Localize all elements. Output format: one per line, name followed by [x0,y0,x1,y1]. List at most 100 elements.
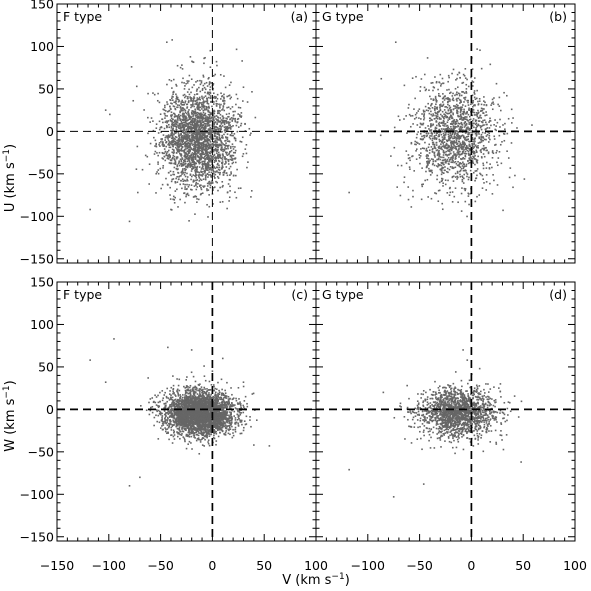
data-point [224,131,227,134]
data-point [482,144,485,147]
data-point [208,205,211,208]
data-point [179,114,182,117]
data-point [204,178,207,180]
data-point [492,152,495,155]
data-point [439,73,442,76]
data-point [152,129,155,132]
data-point [214,135,217,138]
data-point [496,149,498,152]
data-point [202,186,205,188]
data-point [453,135,455,138]
data-point [447,129,449,131]
data-point [468,203,470,206]
data-point [452,126,455,128]
data-point [198,131,201,134]
data-point [183,149,186,152]
data-point [495,82,498,85]
data-point [194,172,197,174]
data-point [474,151,476,154]
data-point [435,144,438,146]
data-point [192,126,195,128]
data-point [170,434,172,437]
data-point [236,418,239,421]
data-point [183,131,185,134]
data-point [421,167,423,169]
data-point [167,139,170,142]
data-point [467,101,469,104]
data-point [213,125,215,128]
data-point [467,104,470,106]
data-point [212,83,215,85]
data-point [173,438,176,440]
data-point [464,77,467,79]
data-point [474,179,476,182]
data-point [224,119,226,122]
data-point [434,97,437,99]
data-point [192,147,195,150]
data-point [397,164,399,167]
data-point [230,131,233,133]
data-point [207,109,210,112]
data-point [415,148,418,150]
data-point [198,146,200,149]
data-point [482,167,485,170]
data-point [207,176,209,178]
data-point [183,132,185,135]
data-point [228,152,231,155]
data-point [475,159,478,161]
data-point [196,146,199,149]
data-point [189,174,192,176]
data-point [421,183,423,186]
data-point [223,103,225,105]
data-point [481,109,484,112]
data-point [221,95,223,98]
data-point [477,109,479,112]
data-point [237,117,240,120]
data-point [167,171,170,174]
data-point [485,189,488,191]
data-point [209,182,212,184]
data-point [203,138,206,141]
data-point [452,68,455,71]
data-point [179,106,182,108]
data-point [209,126,212,129]
data-point [179,140,181,143]
data-point [187,95,189,98]
data-point [137,191,139,194]
data-point [460,192,463,195]
data-point [232,134,234,137]
data-point [197,107,199,110]
data-point [462,146,465,148]
data-point [230,125,233,128]
data-point [462,129,464,131]
data-point [174,190,177,192]
data-point [479,141,481,144]
data-point [170,137,173,140]
data-point [149,121,151,123]
data-point [189,134,191,137]
data-point [200,157,203,159]
data-point [459,99,462,102]
data-point [197,104,199,107]
data-point [194,136,196,139]
data-point [480,103,483,106]
data-point [109,113,111,116]
data-point [479,173,482,176]
data-point [449,166,452,168]
data-point [485,138,487,141]
data-point [214,147,217,150]
data-point [472,122,474,125]
data-point [445,153,447,156]
data-point [182,139,184,142]
data-point [457,145,459,148]
data-point [411,155,414,157]
data-point [206,172,209,175]
data-point [160,131,162,133]
panel-tag-label: (b) [549,9,567,24]
data-point [486,161,488,164]
data-point [472,105,474,108]
data-point [475,112,478,114]
data-point [191,86,194,89]
data-point [488,132,491,135]
data-point [206,85,209,87]
